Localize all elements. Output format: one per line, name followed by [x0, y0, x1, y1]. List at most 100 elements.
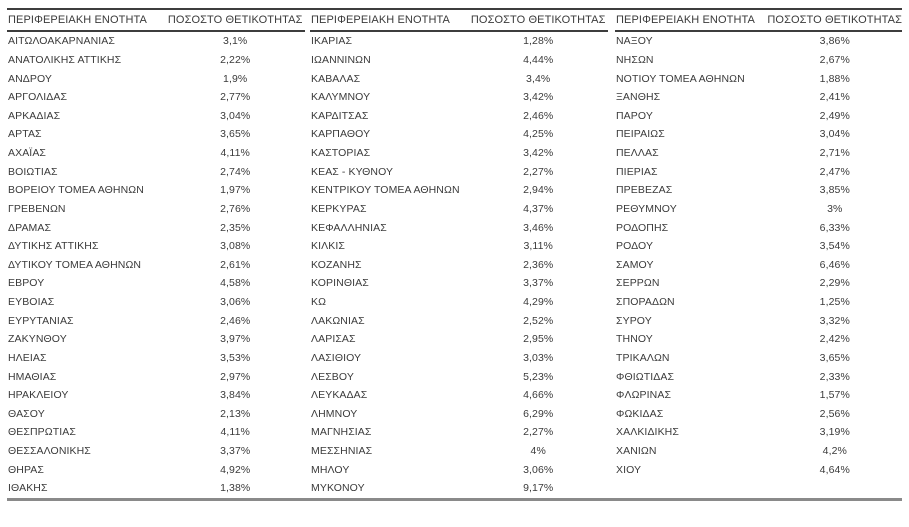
region-name: ΑΝΔΡΟΥ [8, 72, 53, 85]
positivity-value: 3,37% [523, 277, 554, 290]
positivity-value: 2,76% [220, 202, 251, 215]
table-row: ΣΕΡΡΩΝ 2,29% [615, 274, 902, 293]
positivity-value: 3,08% [220, 240, 251, 253]
table-header-row: ΠΕΡΙΦΕΡΕΙΑΚΗ ΕΝΟΤΗΤΑ ΠΟΣΟΣΤΟ ΘΕΤΙΚΟΤΗΤΑΣ [7, 10, 305, 32]
region-name: ΑΡΤΑΣ [8, 128, 42, 141]
positivity-value: 2,29% [819, 277, 850, 290]
table-row: ΜΗΛΟΥ 3,06% [310, 460, 608, 479]
region-name: ΠΕΛΛΑΣ [616, 147, 659, 160]
table-row: ΕΥΡΥΤΑΝΙΑΣ 2,46% [7, 311, 305, 330]
positivity-value: 4,11% [220, 426, 250, 439]
positivity-value: 2,95% [523, 333, 554, 346]
positivity-value: 4,64% [819, 463, 850, 476]
region-name: ΖΑΚΥΝΘΟΥ [8, 333, 67, 346]
region-name: ΑΡΚΑΔΙΑΣ [8, 109, 61, 122]
positivity-value: 3,06% [523, 463, 554, 476]
region-name: ΡΟΔΟΠΗΣ [616, 221, 669, 234]
region-name: ΚΑΡΠΑΘΟΥ [311, 128, 371, 141]
table-row: ΦΩΚΙΔΑΣ 2,56% [615, 405, 902, 424]
positivity-value: 3,37% [220, 445, 251, 458]
region-name: ΡΕΘΥΜΝΟΥ [616, 202, 677, 215]
table-row: ΚΑΒΑΛΑΣ 3,4% [310, 69, 608, 88]
region-name: ΙΚΑΡΙΑΣ [311, 35, 353, 48]
column-header-region: ΠΕΡΙΦΕΡΕΙΑΚΗ ΕΝΟΤΗΤΑ [311, 14, 450, 26]
positivity-value: 4% [530, 445, 546, 458]
positivity-value: 3,03% [523, 351, 554, 364]
table-row: ΒΟΙΩΤΙΑΣ 2,74% [7, 162, 305, 181]
positivity-value: 3,19% [819, 426, 850, 439]
positivity-value: 3,46% [523, 221, 554, 234]
positivity-value: 3,53% [220, 351, 251, 364]
table-row: ΚΩ 4,29% [310, 293, 608, 312]
positivity-value: 3,06% [220, 296, 251, 309]
positivity-value: 1,97% [220, 184, 251, 197]
table-row: ΚΙΛΚΙΣ 3,11% [310, 237, 608, 256]
positivity-value: 4,44% [523, 53, 554, 66]
positivity-value: 4,29% [523, 296, 554, 309]
positivity-value: 2,67% [819, 53, 850, 66]
positivity-value: 4,25% [523, 128, 554, 141]
region-name: ΕΥΒΟΙΑΣ [8, 296, 55, 309]
positivity-value: 2,33% [819, 370, 850, 383]
table-row: ΚΕΝΤΡΙΚΟΥ ΤΟΜΕΑ ΑΘΗΝΩΝ 2,94% [310, 181, 608, 200]
positivity-value: 1,25% [819, 296, 850, 309]
table-row: ΡΟΔΟΠΗΣ 6,33% [615, 218, 902, 237]
region-name: ΚΕΡΚΥΡΑΣ [311, 202, 367, 215]
table-row: ΑΝΔΡΟΥ 1,9% [7, 69, 305, 88]
table-row: ΜΕΣΣΗΝΙΑΣ 4% [310, 442, 608, 461]
positivity-value: 3,4% [526, 72, 551, 85]
table-row: ΓΡΕΒΕΝΩΝ 2,76% [7, 200, 305, 219]
positivity-value: 1,57% [819, 389, 850, 402]
positivity-value: 2,71% [819, 147, 850, 160]
region-name: ΗΜΑΘΙΑΣ [8, 370, 57, 383]
table-row: ΙΩΑΝΝΙΝΩΝ 4,44% [310, 51, 608, 70]
positivity-value: 3,86% [819, 35, 850, 48]
table-row: ΗΡΑΚΛΕΙΟΥ 3,84% [7, 386, 305, 405]
region-name: ΡΟΔΟΥ [616, 240, 654, 253]
positivity-value: 1,28% [523, 35, 554, 48]
table-row: ΛΑΡΙΣΑΣ 2,95% [310, 330, 608, 349]
positivity-value: 3,32% [819, 314, 850, 327]
region-name: ΚΕΑΣ - ΚΥΘΝΟΥ [311, 165, 394, 178]
positivity-value: 3,11% [523, 240, 553, 253]
positivity-value: 2,52% [523, 314, 554, 327]
table-row: ΠΡΕΒΕΖΑΣ 3,85% [615, 181, 902, 200]
region-name: ΗΡΑΚΛΕΙΟΥ [8, 389, 69, 402]
table-row: ΤΗΝΟΥ 2,42% [615, 330, 902, 349]
table-row: ΑΧΑΪΑΣ 4,11% [7, 144, 305, 163]
column-header-positivity: ΠΟΣΟΣΤΟ ΘΕΤΙΚΟΤΗΤΑΣ [767, 14, 902, 26]
table-row: ΑΡΚΑΔΙΑΣ 3,04% [7, 107, 305, 126]
region-name: ΑΙΤΩΛΟΑΚΑΡΝΑΝΙΑΣ [8, 35, 115, 48]
positivity-value: 2,22% [220, 53, 251, 66]
table-row: ΛΕΥΚΑΔΑΣ 4,66% [310, 386, 608, 405]
table-row: ΚΟΖΑΝΗΣ 2,36% [310, 256, 608, 275]
positivity-value: 3,42% [523, 147, 554, 160]
table-row: ΘΕΣΠΡΩΤΙΑΣ 4,11% [7, 423, 305, 442]
region-name: ΛΑΡΙΣΑΣ [311, 333, 356, 346]
positivity-value: 3,54% [819, 240, 850, 253]
table-row: ΑΡΤΑΣ 3,65% [7, 125, 305, 144]
table-row: ΧΙΟΥ 4,64% [615, 460, 902, 479]
positivity-value: 6,29% [523, 407, 554, 420]
region-name: ΘΑΣΟΥ [8, 407, 45, 420]
positivity-value: 2,41% [819, 91, 850, 104]
table-row: ΦΛΩΡΙΝΑΣ 1,57% [615, 386, 902, 405]
region-name: ΦΛΩΡΙΝΑΣ [616, 389, 672, 402]
table-panel-1: ΠΕΡΙΦΕΡΕΙΑΚΗ ΕΝΟΤΗΤΑ ΠΟΣΟΣΤΟ ΘΕΤΙΚΟΤΗΤΑΣ… [7, 10, 305, 498]
region-name: ΛΕΣΒΟΥ [311, 370, 354, 383]
region-name: ΕΥΡΥΤΑΝΙΑΣ [8, 314, 74, 327]
positivity-value: 5,23% [523, 370, 554, 383]
table-row: ΔΥΤΙΚΟΥ ΤΟΜΕΑ ΑΘΗΝΩΝ 2,61% [7, 256, 305, 275]
positivity-value: 3,97% [220, 333, 251, 346]
region-name: ΑΡΓΟΛΙΔΑΣ [8, 91, 68, 104]
region-name: ΣΠΟΡΑΔΩΝ [616, 296, 675, 309]
table-row: ΠΕΛΛΑΣ 2,71% [615, 144, 902, 163]
region-name: ΠΑΡΟΥ [616, 109, 653, 122]
table-row: ΚΑΡΔΙΤΣΑΣ 2,46% [310, 107, 608, 126]
region-name: ΚΑΡΔΙΤΣΑΣ [311, 109, 369, 122]
table-row: ΠΙΕΡΙΑΣ 2,47% [615, 162, 902, 181]
table-panels: ΠΕΡΙΦΕΡΕΙΑΚΗ ΕΝΟΤΗΤΑ ΠΟΣΟΣΤΟ ΘΕΤΙΚΟΤΗΤΑΣ… [7, 10, 902, 498]
positivity-value: 6,33% [819, 221, 850, 234]
region-name: ΙΘΑΚΗΣ [8, 482, 48, 495]
positivity-value: 2,13% [220, 407, 251, 420]
